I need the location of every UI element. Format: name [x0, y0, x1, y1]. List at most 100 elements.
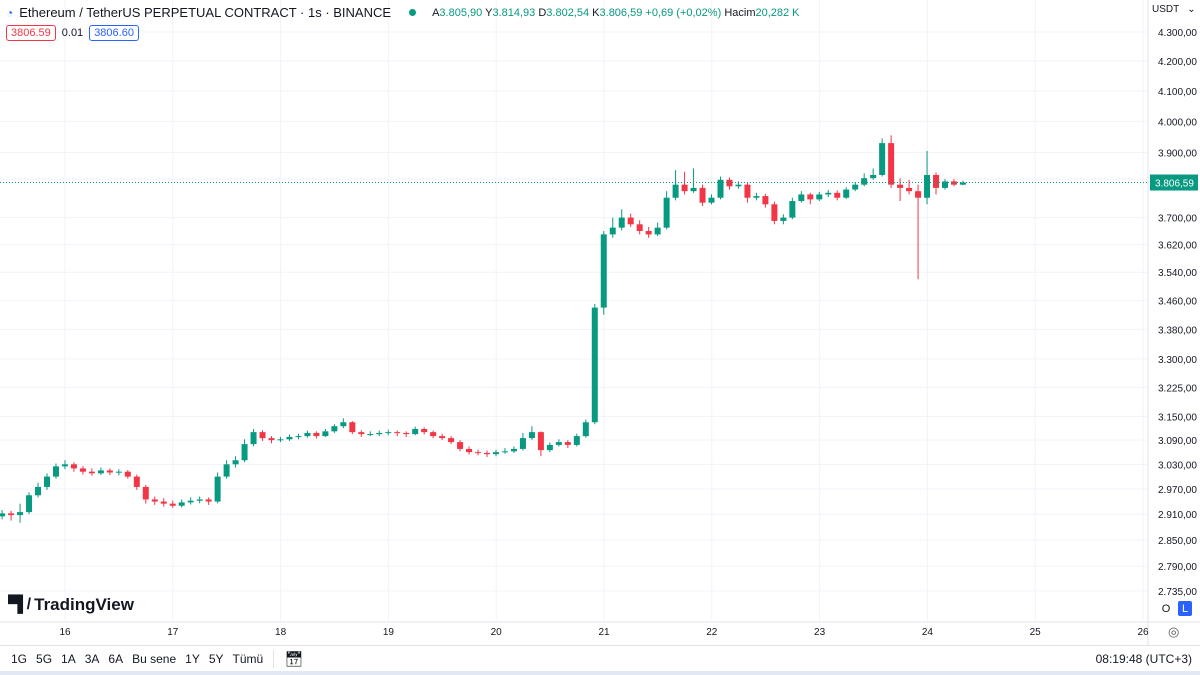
- candle-body: [582, 422, 589, 437]
- candle-body: [780, 217, 787, 221]
- candle: [205, 497, 212, 505]
- range-button[interactable]: 1Y: [185, 651, 200, 666]
- candle: [304, 430, 311, 438]
- candle-body: [690, 187, 697, 192]
- candle-body: [609, 227, 616, 235]
- candle-body: [888, 143, 895, 185]
- symbol-title[interactable]: Ethereum / TetherUS PERPETUAL CONTRACT ·…: [19, 5, 392, 20]
- price-chart[interactable]: 4.300,00 4.200,00 4.100,00 4.000,00 3.900,00…: [0, 0, 1200, 645]
- candle-body: [924, 174, 931, 198]
- candle-body: [771, 204, 778, 221]
- range-button[interactable]: 5G: [36, 651, 53, 666]
- range-button[interactable]: 5Y: [208, 651, 224, 666]
- candle: [654, 222, 661, 237]
- x-tick-label: 21: [598, 627, 610, 638]
- candle-body: [250, 432, 257, 445]
- candle: [681, 171, 688, 195]
- settings-icon[interactable]: ◎: [1168, 624, 1180, 639]
- candle-body: [304, 432, 311, 437]
- range-button[interactable]: Bu sene: [132, 651, 177, 666]
- candle-body: [555, 442, 562, 445]
- range-buttons: 1G 5G 1A 3A 6A Bu sene 1Y 5Y Tümü: [0, 652, 263, 666]
- candle-body: [591, 307, 598, 423]
- candle: [313, 431, 320, 439]
- candle-body: [286, 436, 293, 440]
- candle: [115, 469, 122, 476]
- go-to-date-icon[interactable]: 📅︎: [284, 650, 304, 668]
- candle-body: [178, 502, 185, 506]
- candle-body: [798, 194, 805, 202]
- high-label: Y: [485, 6, 493, 19]
- y-tick-label: 2.910,00: [1158, 510, 1197, 521]
- chart-legend: ◔ Ethereum / TetherUS PERPETUAL CONTRACT…: [6, 5, 800, 20]
- candle-body: [843, 189, 850, 198]
- candle: [493, 449, 499, 457]
- log-scale-button[interactable]: L: [1178, 601, 1192, 616]
- candle: [600, 231, 607, 315]
- range-button[interactable]: 1G: [11, 651, 28, 666]
- candle-body: [412, 428, 419, 435]
- y-tick-label: 4.100,00: [1158, 87, 1197, 98]
- candle: [142, 484, 149, 504]
- candle-body: [403, 432, 410, 435]
- price-axis: [1148, 0, 1200, 645]
- currency-select[interactable]: USDT ⌄: [1152, 4, 1196, 15]
- candle: [699, 184, 706, 206]
- candle: [933, 172, 940, 195]
- other-scale-button[interactable]: O: [1161, 602, 1171, 615]
- candle: [52, 463, 59, 479]
- candle-body: [439, 436, 446, 439]
- range-button[interactable]: 1A: [61, 651, 76, 666]
- x-tick-label: 24: [922, 627, 934, 638]
- candle: [0, 509, 6, 520]
- close-label: K: [592, 6, 600, 19]
- candle: [187, 497, 194, 505]
- candle: [636, 220, 643, 235]
- candle-body: [933, 174, 940, 188]
- candle-body: [457, 442, 464, 449]
- candle: [178, 499, 185, 508]
- range-button[interactable]: Tümü: [232, 651, 264, 666]
- candle-body: [79, 468, 86, 472]
- divider: [273, 649, 275, 668]
- volume-value: 20,282 K: [755, 6, 800, 19]
- x-tick-label: 25: [1030, 627, 1042, 638]
- buy-button[interactable]: 3806.60: [89, 25, 139, 41]
- candle: [358, 430, 365, 437]
- candle: [196, 496, 203, 504]
- candle-body: [600, 234, 607, 308]
- candle-body: [870, 174, 877, 179]
- candle: [825, 189, 832, 198]
- candle-body: [510, 448, 517, 452]
- open-value: 3.805,90: [439, 6, 483, 19]
- x-tick-label: 20: [491, 627, 503, 638]
- candle-body: [834, 192, 841, 198]
- close-value: 3.806,59: [599, 6, 643, 19]
- candle: [259, 430, 266, 441]
- y-tick-label: 3.300,00: [1158, 355, 1197, 366]
- tradingview-logo: ▀▌/ TradingView: [8, 595, 134, 615]
- candle-body: [861, 178, 868, 185]
- candle: [35, 482, 42, 498]
- range-button[interactable]: 3A: [84, 651, 100, 666]
- candle-body: [906, 187, 913, 192]
- sell-button[interactable]: 3806.59: [6, 25, 56, 41]
- candle-body: [133, 476, 140, 487]
- candle-body: [726, 179, 733, 187]
- candle: [843, 187, 850, 200]
- x-tick-label: 18: [275, 627, 287, 638]
- candle-body: [519, 438, 526, 449]
- candle-body: [708, 197, 715, 203]
- range-button[interactable]: 6A: [108, 651, 124, 666]
- candle-body: [493, 452, 499, 455]
- clock[interactable]: 08:19:48 (UTC+3): [1095, 652, 1192, 666]
- candle: [61, 460, 68, 470]
- candle: [44, 473, 50, 490]
- candle: [340, 418, 347, 429]
- candle: [618, 209, 625, 231]
- candle: [232, 456, 239, 468]
- candle: [457, 440, 464, 452]
- candle-body: [17, 512, 24, 516]
- candle-body: [115, 471, 122, 473]
- candle: [546, 442, 553, 453]
